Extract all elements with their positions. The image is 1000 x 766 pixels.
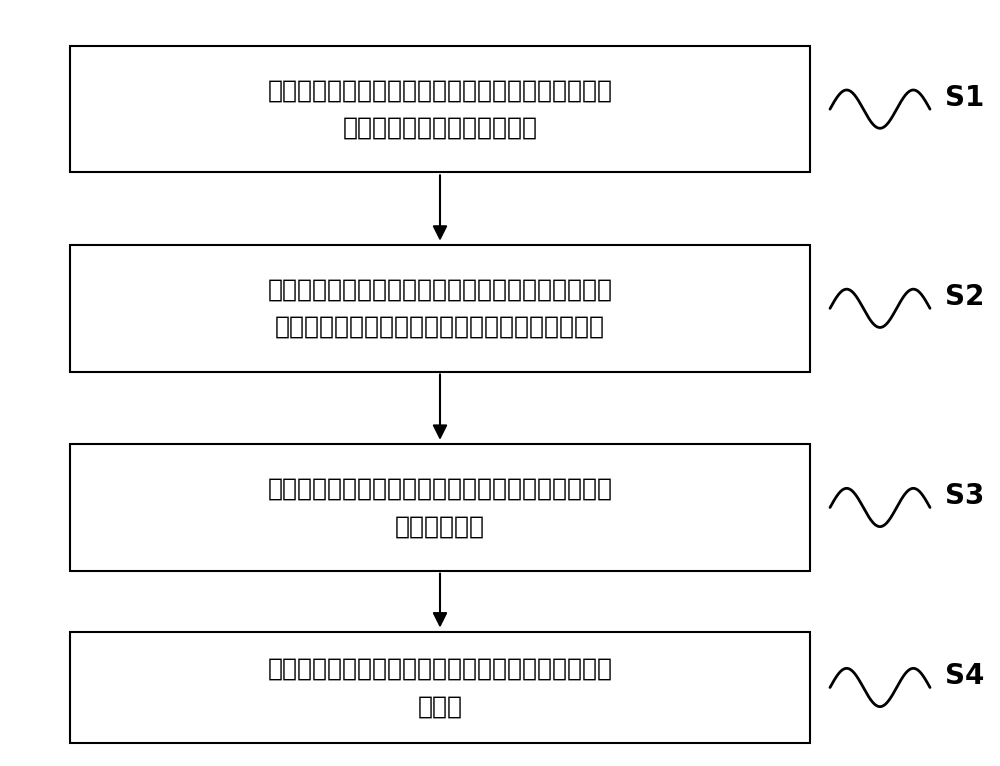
Text: S3: S3 [945,482,984,510]
FancyBboxPatch shape [70,444,810,571]
FancyBboxPatch shape [70,245,810,372]
Text: 收集心电数据样本建立心电数据样本集，基于心电数
据特征建立备选压缩方案空间: 收集心电数据样本建立心电数据样本集，基于心电数 据特征建立备选压缩方案空间 [268,78,612,140]
Text: S2: S2 [945,283,984,311]
Text: S1: S1 [945,83,984,112]
FancyBboxPatch shape [70,632,810,743]
Text: 将待压缩心电数据输入所述压缩方案选择模型，得到
匹配压缩方案: 将待压缩心电数据输入所述压缩方案选择模型，得到 匹配压缩方案 [268,476,612,538]
Text: S4: S4 [945,662,984,690]
FancyBboxPatch shape [70,46,810,172]
Text: 基于所述匹配压缩方案对所述待压缩心电数据进行数
据压缩: 基于所述匹配压缩方案对所述待压缩心电数据进行数 据压缩 [268,656,612,719]
Text: 基于所述心电数据样本集以及备选压缩方案空间，进
行深度强化学习网络训练，得到压缩方案选择模型: 基于所述心电数据样本集以及备选压缩方案空间，进 行深度强化学习网络训练，得到压缩… [268,277,612,339]
